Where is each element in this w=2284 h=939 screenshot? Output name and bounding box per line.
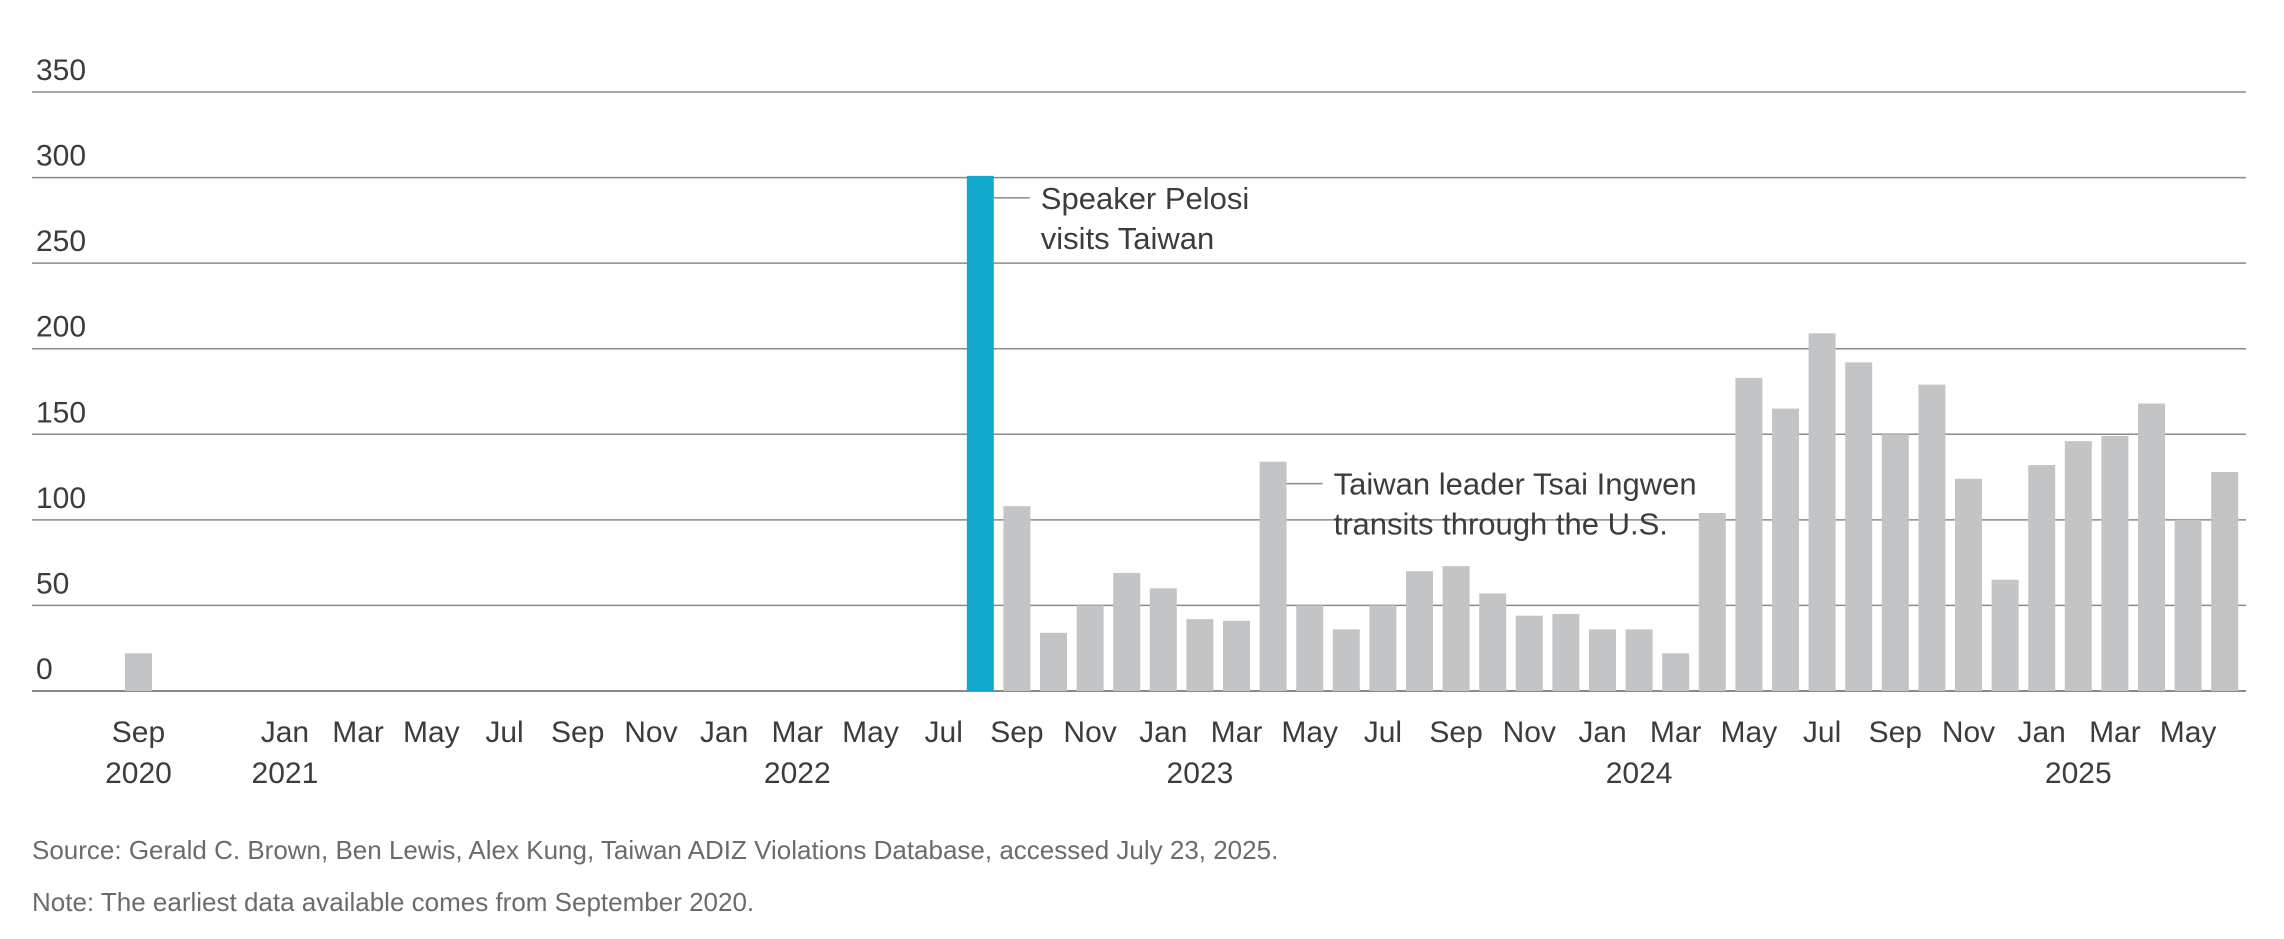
x-tick-label: Nov <box>624 716 677 749</box>
x-tick-label: Mar <box>2089 716 2141 749</box>
x-tick-label: Mar <box>771 716 823 749</box>
x-tick-label: Nov <box>1503 716 1556 749</box>
x-tick-label: Mar <box>1650 716 1702 749</box>
source-note: Source: Gerald C. Brown, Ben Lewis, Alex… <box>32 835 1279 865</box>
x-year-label: 2020 <box>105 757 172 790</box>
x-tick-label: May <box>2160 716 2217 749</box>
bar-2023-01 <box>1149 588 1177 691</box>
x-tick-label: Jul <box>1364 716 1402 749</box>
bar-2023-09 <box>1442 566 1470 691</box>
x-tick-label: May <box>1281 716 1338 749</box>
data-note: Note: The earliest data available comes … <box>32 887 755 917</box>
bar-2024-12 <box>1991 579 2019 691</box>
x-tick-label: Mar <box>332 716 384 749</box>
y-axis-tick-labels: 0 50 100 150 200 250 300 350 <box>36 54 86 686</box>
x-year-label: 2025 <box>2045 757 2112 790</box>
y-tick-label: 200 <box>36 311 86 344</box>
y-tick-label: 300 <box>36 140 86 173</box>
x-tick-label: Nov <box>1942 716 1995 749</box>
bar-2024-06 <box>1772 408 1799 691</box>
x-tick-label: Sep <box>1869 716 1922 749</box>
bar-2024-07 <box>1808 333 1836 691</box>
annotation-text: transits through the U.S. <box>1334 507 1668 542</box>
x-tick-label: Sep <box>1429 716 1482 749</box>
bar-2024-10 <box>1918 384 1946 691</box>
x-tick-label: May <box>842 716 899 749</box>
bar-2023-10 <box>1479 593 1507 691</box>
y-tick-label: 350 <box>36 54 86 87</box>
x-axis-tick-labels: Sep Jan Mar May Jul Sep Nov Jan Mar May Jul Sep Nov J… <box>105 716 2216 790</box>
bar-2023-08 <box>1406 571 1433 691</box>
bar-2025-02 <box>2064 441 2092 691</box>
x-tick-label: Jan <box>2018 716 2066 749</box>
x-tick-label: Jul <box>485 716 523 749</box>
annotation-text: Speaker Pelosi <box>1041 181 1250 216</box>
y-tick-label: 50 <box>36 567 69 600</box>
x-year-label: 2021 <box>252 757 319 790</box>
bar-2025-06 <box>2211 471 2239 691</box>
annotations: Speaker Pelosi visits Taiwan Taiwan leader… <box>993 181 1697 542</box>
bar-2023-11 <box>1515 615 1543 691</box>
bar-2024-01 <box>1589 629 1616 691</box>
bar-2023-02 <box>1186 619 1214 691</box>
bar-2025-01 <box>2028 465 2056 691</box>
x-tick-label: Jan <box>1578 716 1626 749</box>
bar-2022-11 <box>1076 605 1104 691</box>
bar-2022-09 <box>1003 506 1031 691</box>
bar-2023-07 <box>1369 605 1397 691</box>
gridlines <box>32 91 2246 692</box>
bar-2025-03 <box>2101 435 2129 691</box>
bar-2023-04 <box>1259 461 1287 691</box>
bar-2022-10 <box>1040 632 1067 691</box>
bar-2024-02 <box>1625 629 1653 691</box>
x-year-label: 2022 <box>764 757 831 790</box>
bar-2023-05 <box>1296 605 1324 691</box>
x-tick-label: Jan <box>261 716 309 749</box>
bar-2023-06 <box>1332 629 1360 691</box>
x-tick-label: Sep <box>551 716 604 749</box>
x-tick-label: May <box>403 716 460 749</box>
bar-2024-04 <box>1698 513 1726 691</box>
bar-2022-12 <box>1113 572 1141 691</box>
bar-2025-04 <box>2138 403 2165 691</box>
bar-2024-08 <box>1845 362 1873 691</box>
annotation-text: Taiwan leader Tsai Ingwen <box>1334 467 1697 502</box>
x-tick-label: Sep <box>112 716 165 749</box>
x-tick-label: Jul <box>925 716 963 749</box>
x-tick-label: Jul <box>1803 716 1841 749</box>
x-tick-label: Jan <box>700 716 748 749</box>
bar-2025-05 <box>2174 519 2202 691</box>
annotation-text: visits Taiwan <box>1041 221 1214 256</box>
highlighted-bar-2022-08 <box>966 175 994 692</box>
bar-2020-09 <box>125 653 152 691</box>
y-tick-label: 250 <box>36 225 86 258</box>
x-tick-label: Mar <box>1211 716 1263 749</box>
bar-2023-03 <box>1223 620 1250 691</box>
bar-2024-09 <box>1881 434 1909 691</box>
x-tick-label: May <box>1721 716 1778 749</box>
bar-2024-05 <box>1735 377 1763 691</box>
y-tick-label: 150 <box>36 396 86 429</box>
y-tick-label: 0 <box>36 653 53 686</box>
x-tick-label: Sep <box>990 716 1043 749</box>
x-year-label: 2024 <box>1606 757 1673 790</box>
bar-2024-11 <box>1955 478 1982 691</box>
x-tick-label: Nov <box>1063 716 1116 749</box>
x-tick-label: Jan <box>1139 716 1187 749</box>
x-year-label: 2023 <box>1167 757 1234 790</box>
bar-2023-12 <box>1552 613 1580 691</box>
y-tick-label: 100 <box>36 482 86 515</box>
bar-2024-03 <box>1662 653 1690 691</box>
bars <box>125 175 2239 692</box>
